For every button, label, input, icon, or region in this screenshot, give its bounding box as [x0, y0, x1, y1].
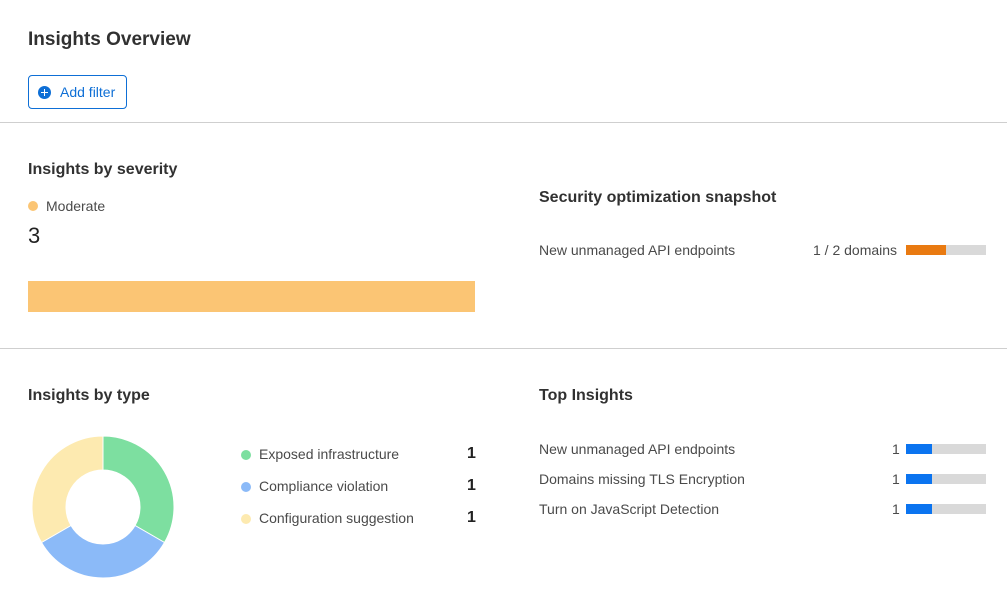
snapshot-title: Security optimization snapshot	[539, 189, 777, 206]
severity-count: 3	[28, 223, 41, 248]
top-insight-label[interactable]: Turn on JavaScript Detection	[539, 501, 720, 517]
type-legend-label[interactable]: Compliance violation	[259, 478, 389, 494]
type-donut-chart	[31, 435, 175, 579]
top-insight-bar-fill	[906, 504, 933, 514]
severity-title: Insights by severity	[28, 161, 178, 178]
divider	[0, 348, 1007, 349]
type-legend-label[interactable]: Configuration suggestion	[259, 510, 414, 526]
donut-slice[interactable]	[102, 435, 175, 544]
donut-slice[interactable]	[40, 524, 166, 579]
type-legend-count: 1	[467, 477, 476, 494]
snapshot-progress-bar	[906, 245, 986, 255]
type-legend-label[interactable]: Exposed infrastructure	[259, 446, 400, 462]
snapshot-item-label[interactable]: New unmanaged API endpoints	[539, 242, 736, 258]
type-title: Insights by type	[28, 387, 150, 404]
top-insight-bar	[906, 474, 986, 484]
top-insight-count: 1	[892, 501, 900, 517]
top-insight-bar-fill	[906, 444, 933, 454]
top-insight-bar	[906, 444, 986, 454]
top-insight-label[interactable]: Domains missing TLS Encryption	[539, 471, 745, 487]
moderate-legend-label: Moderate	[46, 198, 106, 214]
type-legend-count: 1	[467, 445, 476, 462]
type-legend-dot	[241, 514, 251, 524]
type-legend-dot	[241, 450, 251, 460]
top-insight-count: 1	[892, 471, 900, 487]
donut-slice[interactable]	[31, 435, 104, 544]
snapshot-progress-fill	[906, 245, 946, 255]
type-legend-count: 1	[467, 509, 476, 526]
add-filter-button[interactable]: Add filter	[28, 75, 127, 109]
top-insight-count: 1	[892, 441, 900, 457]
add-filter-label: Add filter	[60, 84, 116, 100]
top-insight-bar-fill	[906, 474, 933, 484]
type-legend-dot	[241, 482, 251, 492]
moderate-legend-dot	[28, 201, 38, 211]
divider	[0, 122, 1007, 123]
plus-circle-icon	[38, 85, 51, 99]
top-insight-bar	[906, 504, 986, 514]
snapshot-item-value: 1 / 2 domains	[813, 242, 898, 258]
top-insights-title: Top Insights	[539, 387, 633, 404]
page-title: Insights Overview	[28, 29, 191, 50]
top-insight-label[interactable]: New unmanaged API endpoints	[539, 441, 736, 457]
severity-bar-moderate[interactable]	[28, 281, 475, 312]
